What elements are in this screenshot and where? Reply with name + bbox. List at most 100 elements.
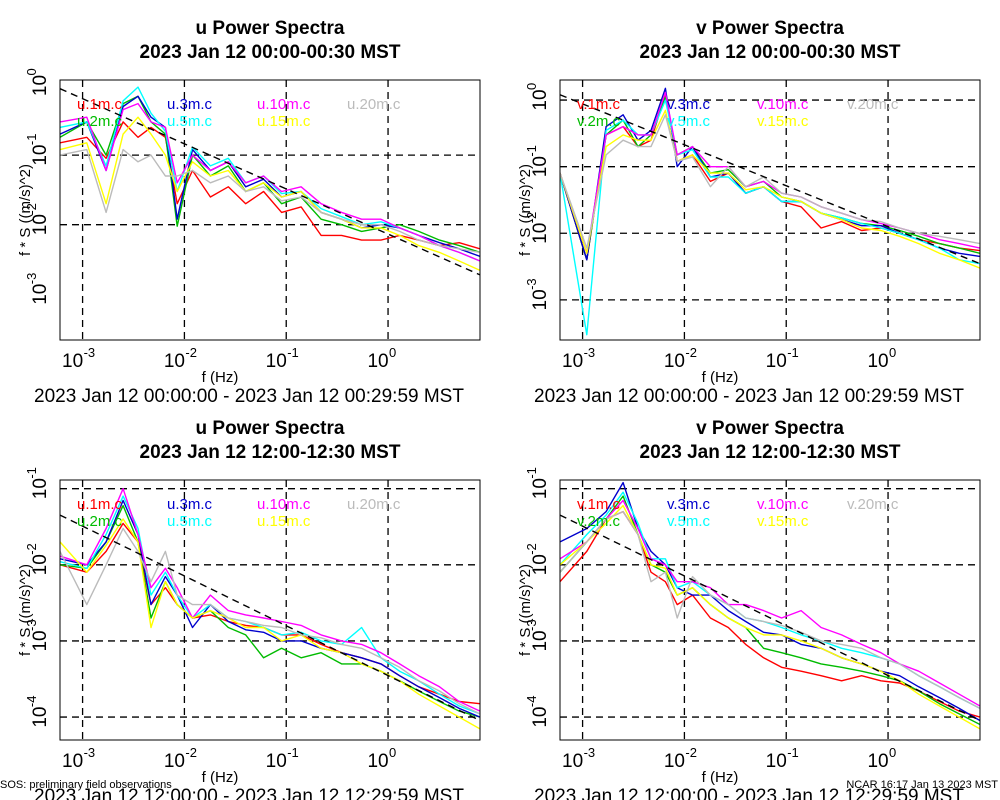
x-tick-exponent: 0: [389, 345, 396, 360]
legend-entry: u.10m.c: [257, 96, 311, 113]
series-group: [60, 488, 480, 730]
y-tick-base: 10: [530, 554, 551, 575]
legend-entry: v.20m.c: [847, 96, 899, 113]
series-line-v.5m.c: [560, 99, 980, 336]
series-line-u.10m.c: [60, 102, 480, 262]
chart-panel-3: u Power Spectra 2023 Jan 12 12:00-12:30 M…: [17, 418, 481, 800]
chart-subtitle: 2023 Jan 12 00:00-00:30 MST: [640, 42, 901, 63]
legend-entry: u.3m.c: [167, 96, 213, 113]
chart-title: v Power Spectra: [696, 18, 844, 39]
x-tick-exponent: -1: [787, 345, 799, 360]
legend-entry: v.1m.c: [577, 96, 621, 113]
y-tick-base: 10: [30, 630, 51, 651]
y-axis-label: f * S ((m/s)^2): [517, 564, 534, 656]
y-tick-base: 10: [530, 289, 551, 310]
chart-subtitle: 2023 Jan 12 00:00-00:30 MST: [140, 42, 401, 63]
legend-entry: v.15m.c: [757, 513, 809, 530]
x-tick-exponent: -3: [84, 745, 96, 760]
series-line-v.20m.c: [560, 510, 980, 710]
y-tick-exponent: -1: [524, 467, 539, 479]
legend-entry: v.5m.c: [667, 513, 711, 530]
legend-entry: v.3m.c: [667, 496, 711, 513]
reference-slope-line: [560, 94, 980, 265]
legend-entry: v.2m.c: [577, 513, 621, 530]
chart-panel-1: u Power Spectra 2023 Jan 12 00:00-00:30 M…: [17, 18, 481, 407]
legend-entry: u.10m.c: [257, 496, 311, 513]
x-tick-base: 10: [867, 351, 888, 372]
x-tick-exponent: 0: [889, 345, 896, 360]
footer-right: NCAR 16:17 Jan 13 2023 MST: [846, 779, 998, 791]
legend-entry: v.3m.c: [667, 96, 711, 113]
series-line-u.5m.c: [60, 495, 480, 715]
y-tick-exponent: 0: [24, 68, 39, 75]
x-tick-base: 10: [367, 751, 388, 772]
legend-entry: u.1m.c: [77, 96, 123, 113]
y-tick-exponent: -3: [24, 619, 39, 631]
x-axis-label: f (Hz): [702, 369, 739, 386]
x-axis-label: f (Hz): [202, 769, 239, 786]
reference-slope-line: [560, 514, 980, 722]
legend-entry: v.20m.c: [847, 496, 899, 513]
time-range-label: 2023 Jan 12 00:00:00 - 2023 Jan 12 00:29…: [534, 386, 964, 407]
y-axis-label-group: f * S ((m/s)^2): [517, 564, 534, 656]
legend-entry: u.15m.c: [257, 513, 311, 530]
legend-entry: u.15m.c: [257, 113, 311, 130]
y-tick-exponent: -2: [524, 212, 539, 224]
x-tick-base: 10: [367, 351, 388, 372]
x-tick-exponent: -1: [287, 345, 299, 360]
x-tick-exponent: -3: [84, 345, 96, 360]
legend-entry: u.1m.c: [77, 496, 123, 513]
x-tick-exponent: 0: [389, 745, 396, 760]
y-tick-exponent: -3: [524, 619, 539, 631]
y-tick-exponent: -2: [24, 543, 39, 555]
x-tick-base: 10: [164, 751, 185, 772]
x-tick-exponent: -2: [185, 745, 197, 760]
series-line-u.20m.c: [60, 527, 480, 715]
y-tick-label: 10-3: [24, 273, 51, 305]
y-tick-base: 10: [30, 145, 51, 166]
chart-subtitle: 2023 Jan 12 12:00-12:30 MST: [640, 442, 901, 463]
y-tick-exponent: -1: [24, 467, 39, 479]
series-line-u.3m.c: [60, 499, 480, 718]
y-tick-label: 100: [524, 83, 551, 111]
x-tick-exponent: -1: [287, 745, 299, 760]
series-line-v.15m.c: [560, 109, 980, 269]
y-tick-base: 10: [30, 478, 51, 499]
legend-entry: v.2m.c: [577, 113, 621, 130]
y-tick-exponent: -4: [24, 696, 39, 708]
chart-panel-4: v Power Spectra 2023 Jan 12 12:00-12:30 M…: [517, 418, 981, 800]
x-axis-label: f (Hz): [702, 769, 739, 786]
y-axis-label: f * S ((m/s)^2): [17, 564, 34, 656]
x-tick-exponent: -2: [685, 745, 697, 760]
y-tick-label: 10-4: [524, 696, 551, 728]
plot-frame: [559, 79, 981, 341]
series-group: [560, 481, 980, 730]
y-tick-label: 10-3: [24, 619, 51, 651]
x-tick-base: 10: [562, 351, 583, 372]
y-tick-label: 10-1: [24, 134, 51, 166]
series-line-u.15m.c: [60, 518, 480, 730]
legend-entry: v.15m.c: [757, 113, 809, 130]
y-tick-exponent: -1: [524, 145, 539, 157]
y-tick-base: 10: [530, 707, 551, 728]
y-tick-base: 10: [30, 214, 51, 235]
y-tick-label: 10-2: [24, 203, 51, 235]
y-tick-base: 10: [530, 223, 551, 244]
y-tick-exponent: -3: [24, 273, 39, 285]
x-tick-base: 10: [766, 351, 787, 372]
y-tick-base: 10: [30, 554, 51, 575]
series-line-u.1m.c: [60, 522, 480, 705]
series-group: [60, 86, 480, 272]
y-tick-label: 10-3: [524, 278, 551, 310]
legend-entry: u.2m.c: [77, 513, 123, 530]
y-tick-label: 10-1: [524, 467, 551, 499]
legend-entry: u.5m.c: [167, 513, 213, 530]
series-line-u.20m.c: [60, 148, 480, 254]
legend-entry: u.20m.c: [347, 496, 401, 513]
x-tick-base: 10: [62, 351, 83, 372]
x-tick-base: 10: [266, 351, 287, 372]
legend-entry: u.5m.c: [167, 113, 213, 130]
legend-entry: v.10m.c: [757, 496, 809, 513]
x-tick-base: 10: [766, 751, 787, 772]
